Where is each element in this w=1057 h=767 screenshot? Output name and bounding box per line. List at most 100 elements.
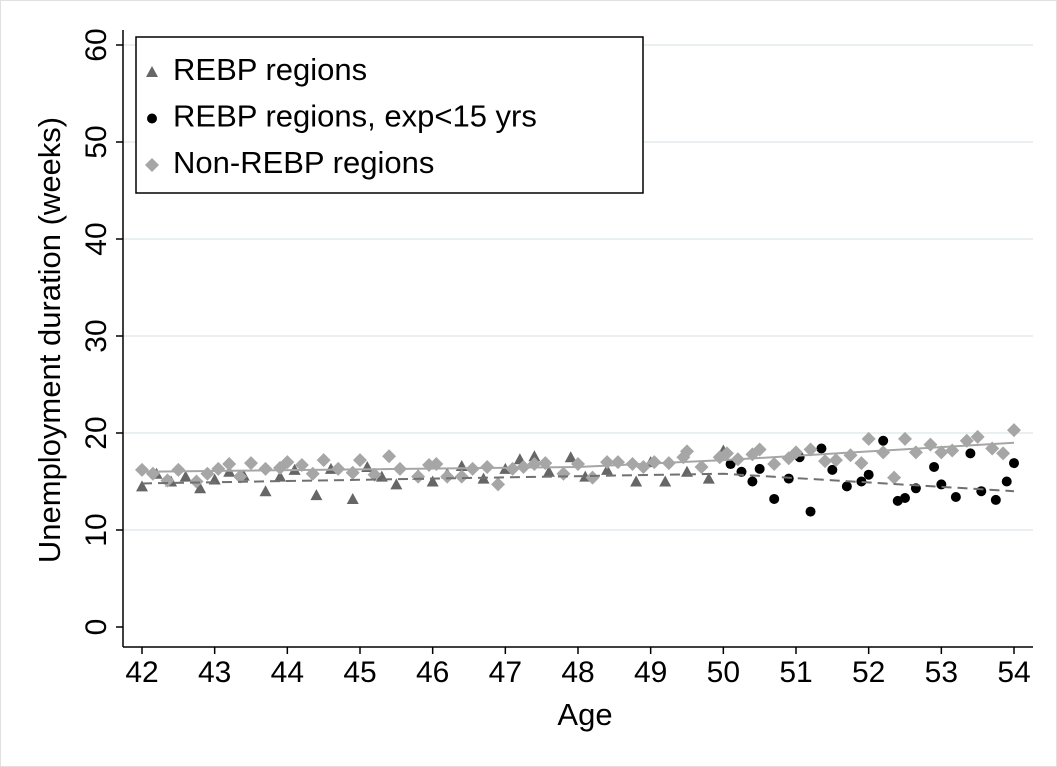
circle-marker <box>725 459 736 470</box>
x-tick-label: 43 <box>198 656 231 689</box>
diamond-marker <box>454 469 469 484</box>
x-tick-label: 44 <box>271 656 304 689</box>
diamond-marker <box>171 462 186 477</box>
x-axis-title: Age <box>557 697 612 732</box>
x-tick-label: 47 <box>489 656 522 689</box>
triangle-marker <box>274 470 287 482</box>
marks <box>135 423 1021 517</box>
y-axis-title: Unemployment duration (weeks) <box>32 117 67 563</box>
diamond-marker <box>854 456 869 471</box>
diamond-marker <box>280 455 295 470</box>
triangle-marker <box>659 475 672 487</box>
diamond-marker <box>680 444 694 459</box>
circle-marker <box>929 461 940 472</box>
x-tick-label: 50 <box>707 656 740 689</box>
diamond-marker <box>145 466 160 481</box>
diamond-marker <box>887 470 902 485</box>
circle-marker <box>863 469 874 480</box>
diamond-marker <box>211 461 226 476</box>
y-tick-label: 30 <box>80 319 113 352</box>
triangle-marker <box>310 489 323 501</box>
circle-marker <box>1009 458 1019 469</box>
diamond-marker <box>244 456 258 471</box>
diamond-marker <box>505 461 520 476</box>
y-tick-label: 0 <box>80 619 113 636</box>
diamond-marker <box>647 455 662 470</box>
diamond-marker <box>694 459 709 474</box>
triangle-marker <box>542 465 555 477</box>
x-tick-label: 46 <box>416 656 449 689</box>
diamond-marker <box>189 474 204 489</box>
fit-line <box>141 472 1015 493</box>
diamond-marker <box>353 453 367 468</box>
x-tick-label: 51 <box>779 656 812 689</box>
fit-line <box>141 441 1015 473</box>
legend-items: REBP regions REBP regions, exp<15 yrs Non-… <box>145 52 537 180</box>
legend <box>135 36 644 194</box>
diamond-marker <box>411 469 426 484</box>
circle-marker <box>1001 476 1012 487</box>
y-tick-label: 40 <box>80 222 113 255</box>
triangle-marker <box>702 472 715 484</box>
circle-marker <box>856 476 867 487</box>
diamond-marker <box>959 433 974 448</box>
diamond-marker <box>491 477 506 492</box>
diamond-marker <box>367 467 382 482</box>
diamond-marker <box>752 442 767 457</box>
diamond-marker <box>294 458 309 473</box>
circle-marker <box>147 113 157 124</box>
legend-label: REBP regions, exp<15 yrs <box>173 99 537 134</box>
x-tick-label: 54 <box>997 656 1030 689</box>
triangle-marker <box>194 482 207 494</box>
diamond-marker <box>818 454 833 469</box>
diamond-marker <box>480 459 495 474</box>
circle-marker <box>841 481 852 492</box>
diamond-marker <box>145 158 159 172</box>
diamond-marker <box>767 457 782 472</box>
triangle-marker <box>346 492 359 504</box>
circle-marker <box>805 506 816 517</box>
triangle-marker <box>136 480 148 492</box>
legend-label: Non-REBP regions <box>173 145 434 180</box>
x-tick-label: 45 <box>343 656 376 689</box>
y-tick-label: 10 <box>80 513 113 546</box>
triangle-marker <box>601 463 614 475</box>
diamond-marker <box>382 449 397 464</box>
diamond-marker <box>585 470 600 485</box>
diamond-marker <box>934 445 949 460</box>
y-tick-label: 20 <box>80 416 113 449</box>
diamond-marker <box>876 445 891 460</box>
diamond-marker <box>828 453 843 468</box>
triangle-marker <box>146 66 158 77</box>
circle-marker <box>747 476 758 487</box>
triangle-marker <box>179 470 192 482</box>
circle-marker <box>769 493 780 504</box>
diamond-marker <box>719 446 734 461</box>
circle-marker <box>965 448 976 459</box>
diamond-marker <box>316 453 331 468</box>
x-tick-label: 53 <box>925 656 958 689</box>
triangle-marker <box>630 475 643 487</box>
circle-marker <box>976 486 987 497</box>
diamond-marker <box>258 461 273 476</box>
triangle-marker <box>390 478 403 490</box>
circle-marker <box>827 464 838 475</box>
diamond-marker <box>233 469 248 484</box>
circle-marker <box>950 492 961 503</box>
y-tick-label: 50 <box>80 125 113 158</box>
diamond-marker <box>861 431 876 446</box>
diamond-marker <box>970 429 985 444</box>
diamond-marker <box>135 462 149 477</box>
x-tick-label: 42 <box>125 656 158 689</box>
diamond-marker <box>803 442 818 457</box>
circle-marker <box>878 435 889 446</box>
circle-marker <box>754 463 765 474</box>
diamond-marker <box>222 457 237 472</box>
diamond-marker <box>996 446 1011 461</box>
x-tick-label: 49 <box>634 656 667 689</box>
circle-marker <box>990 494 1001 505</box>
triangle-marker <box>564 451 577 463</box>
legend-label: REBP regions <box>173 52 367 87</box>
triangle-marker <box>528 450 541 462</box>
